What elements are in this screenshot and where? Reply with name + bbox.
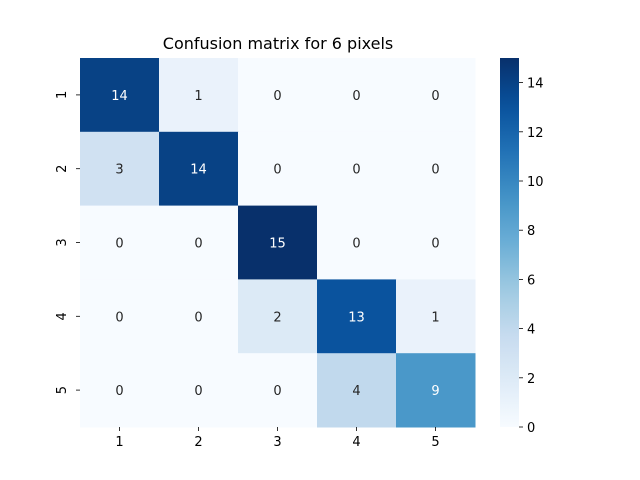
cell-value-label: 0	[431, 237, 439, 252]
cell-value-label: 14	[190, 163, 207, 178]
cell-value-label: 0	[194, 237, 202, 252]
heatmap-cell	[159, 205, 239, 280]
cell-value-label: 0	[431, 89, 439, 104]
colorbar-axis: 0 2 4 6 8 10 12 14	[519, 77, 544, 436]
heatmap-cell	[159, 58, 239, 133]
heatmap-cell	[396, 131, 476, 207]
heatmap-cell	[238, 131, 318, 207]
cell-value-label: 0	[115, 237, 123, 252]
y-axis: 1 2 3 4 5	[55, 91, 80, 394]
cell-value-label: 0	[115, 384, 123, 399]
x-tick-label: 1	[115, 435, 123, 450]
heatmap-cell	[317, 353, 397, 428]
colorbar	[500, 58, 519, 427]
y-tick-label: 1	[55, 91, 70, 99]
heatmap-cell	[317, 279, 397, 354]
cell-value-label: 3	[115, 163, 123, 178]
x-axis: 1 2 3 4 5	[115, 427, 440, 450]
heatmap-cell	[238, 279, 318, 354]
heatmap-cell	[396, 205, 476, 280]
heatmap-cell	[238, 353, 318, 428]
heatmap-cell	[238, 205, 318, 280]
heatmap-cell	[396, 279, 476, 354]
heatmap-cell	[317, 58, 397, 133]
heatmap-cell-labels: 14 1 0 0 0 3 14 0 0 0 0 0 15 0 0 0 0 2 13 1 0 0 0 4 9	[111, 89, 439, 399]
heatmap-cell	[80, 353, 160, 428]
colorbar-tick-label: 4	[527, 323, 535, 338]
colorbar-tick-label: 12	[527, 126, 544, 141]
y-tick-label: 2	[55, 165, 70, 173]
cell-value-label: 0	[431, 163, 439, 178]
x-tick-label: 2	[194, 435, 202, 450]
cell-value-label: 1	[194, 89, 202, 104]
x-tick-label: 5	[431, 435, 439, 450]
heatmap-cell	[80, 131, 160, 207]
heatmap-cell	[396, 353, 476, 428]
heatmap-cell	[159, 353, 239, 428]
heatmap-cell	[80, 279, 160, 354]
cell-value-label: 13	[348, 310, 365, 325]
cell-value-label: 15	[269, 237, 286, 252]
y-tick-label: 5	[55, 386, 70, 394]
cell-value-label: 0	[194, 384, 202, 399]
heatmap-cell	[238, 58, 318, 133]
colorbar-tick-label: 10	[527, 175, 544, 190]
cell-value-label: 9	[431, 384, 439, 399]
heatmap-cells	[80, 58, 476, 428]
heatmap-cell	[396, 58, 476, 133]
colorbar-tick-label: 6	[527, 273, 535, 288]
x-tick-label: 3	[273, 435, 281, 450]
cell-value-label: 0	[273, 384, 281, 399]
cell-value-label: 0	[352, 237, 360, 252]
x-tick-label: 4	[352, 435, 360, 450]
heatmap-cell	[159, 279, 239, 354]
colorbar-tick-label: 14	[527, 77, 544, 92]
cell-value-label: 0	[115, 310, 123, 325]
cell-value-label: 0	[352, 163, 360, 178]
heatmap-cell	[159, 131, 239, 207]
cell-value-label: 0	[273, 163, 281, 178]
cell-value-label: 0	[273, 89, 281, 104]
heatmap-cell	[80, 205, 160, 280]
y-tick-label: 3	[55, 238, 70, 246]
colorbar-tick-label: 8	[527, 224, 535, 239]
cell-value-label: 0	[352, 89, 360, 104]
heatmap-cell	[80, 58, 160, 133]
chart-title: Confusion matrix for 6 pixels	[163, 34, 393, 53]
colorbar-tick-label: 0	[527, 421, 535, 436]
cell-value-label: 4	[352, 384, 360, 399]
heatmap-cell	[317, 131, 397, 207]
cell-value-label: 0	[194, 310, 202, 325]
y-tick-label: 4	[55, 312, 70, 320]
colorbar-tick-label: 2	[527, 372, 535, 387]
cell-value-label: 2	[273, 310, 281, 325]
cell-value-label: 14	[111, 89, 128, 104]
cell-value-label: 1	[431, 310, 439, 325]
heatmap-cell	[317, 205, 397, 280]
